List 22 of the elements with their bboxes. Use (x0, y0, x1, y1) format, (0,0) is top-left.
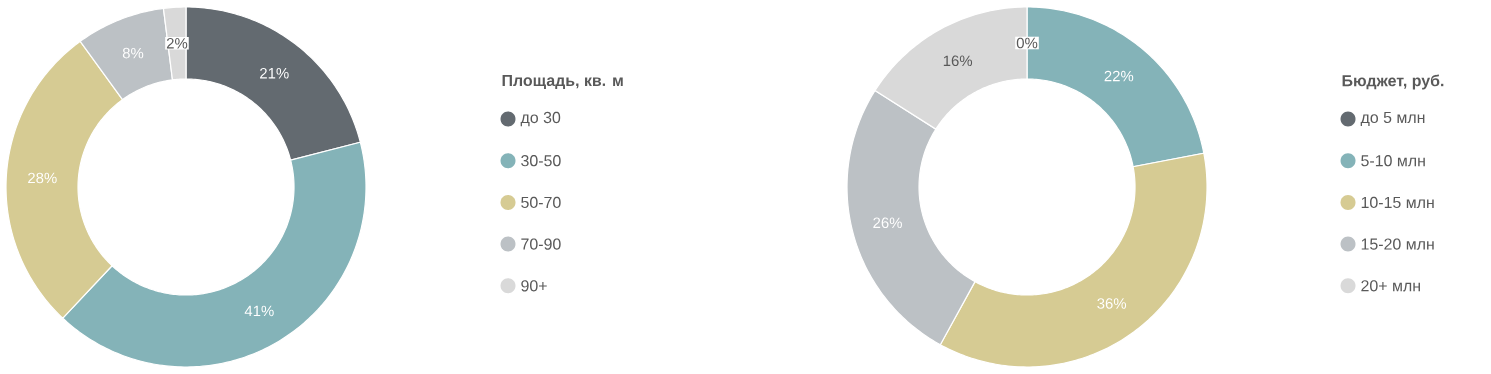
legend-label: 20+ млн (1361, 280, 1420, 292)
data-label: 22% (1104, 70, 1134, 82)
data-label: 16% (943, 55, 973, 67)
legend-title: Площадь, кв. м (502, 74, 623, 90)
legend-label: 50-70 (521, 196, 561, 209)
data-label: 26% (873, 217, 902, 229)
legend-label: 15-20 млн (1361, 238, 1434, 250)
legend-title: Бюджет, руб. (1342, 74, 1444, 90)
legend-label: 5-10 млн (1361, 155, 1425, 167)
legend-label: до 30 (520, 111, 561, 127)
legend-label: до 5 млн (1360, 111, 1425, 127)
legend-label: 10-15 млн (1361, 196, 1434, 209)
data-label: 8% (122, 47, 144, 59)
legend-label: 70-90 (521, 238, 561, 250)
data-label: 2% (166, 38, 188, 49)
data-label: 21% (260, 67, 289, 79)
data-label: 36% (1097, 298, 1127, 309)
data-label: 41% (244, 305, 274, 317)
data-label: 28% (28, 172, 57, 184)
legend-label: 30-50 (521, 155, 561, 167)
text: 0% (1016, 37, 1038, 49)
legend-label: 90+ (521, 280, 547, 292)
